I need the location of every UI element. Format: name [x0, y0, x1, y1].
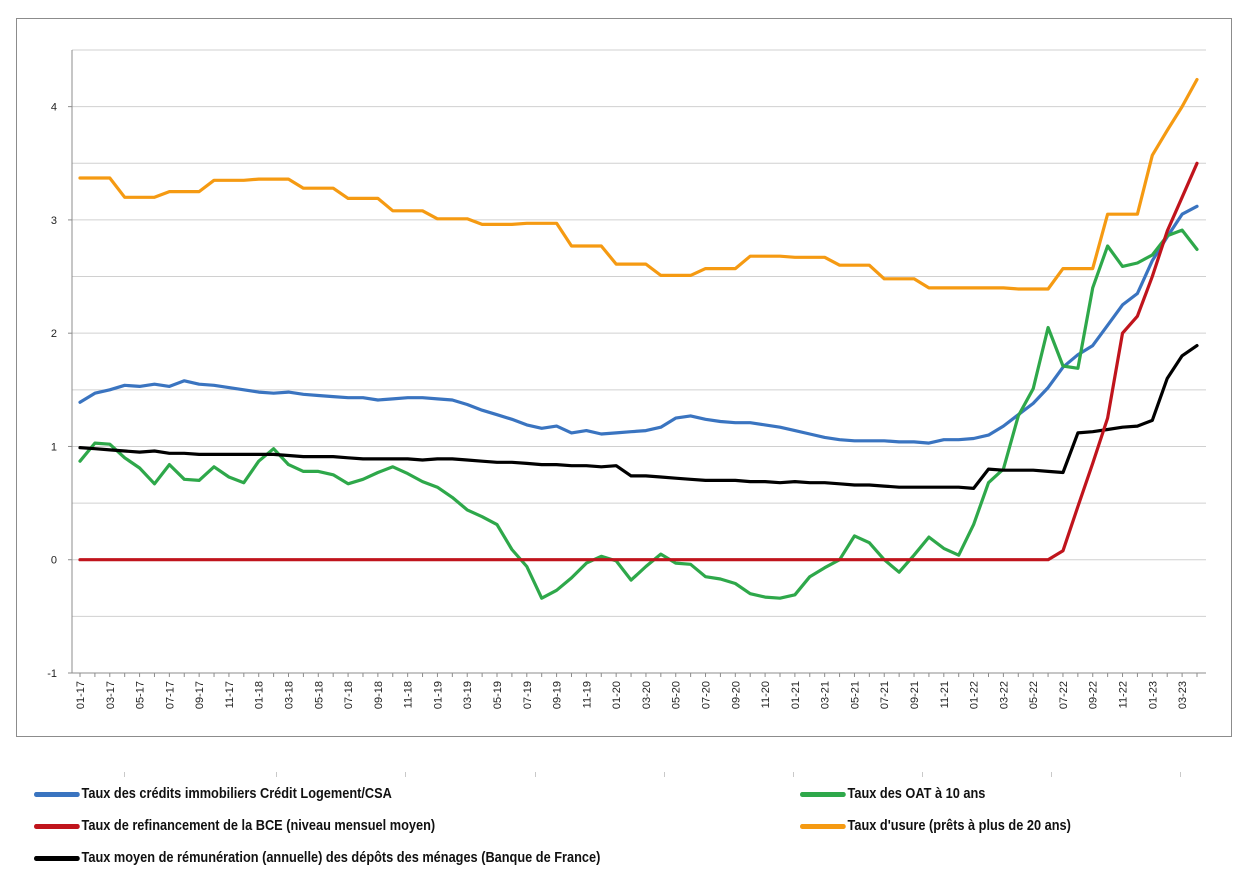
x-tick-label: 01-17: [75, 681, 87, 709]
x-tick-label: 11-21: [939, 681, 951, 708]
x-tick-label: 01-23: [1147, 681, 1159, 709]
legend-divider: [664, 772, 665, 777]
legend-entry-credit-immobilier: Taux des crédits immobiliers Crédit Loge…: [34, 786, 392, 802]
x-tick-label: 07-20: [701, 681, 713, 709]
legend-divider: [276, 772, 277, 777]
x-tick-label: 03-23: [1177, 681, 1189, 709]
legend-entry-depots: Taux moyen de rémunération (annuelle) de…: [34, 850, 600, 866]
legend-entry-bce: Taux de refinancement de la BCE (niveau …: [34, 818, 435, 834]
legend-divider: [405, 772, 406, 777]
legend-swatch: [34, 823, 80, 829]
legend-divider: [124, 772, 125, 777]
legend-swatch: [34, 791, 80, 797]
legend-swatch: [800, 823, 846, 829]
legend-label: Taux d'usure (prêts à plus de 20 ans): [847, 818, 1071, 834]
x-tick-label: 03-20: [641, 681, 653, 709]
chart-frame: [16, 18, 1232, 737]
x-tick-label: 01-21: [790, 681, 802, 709]
y-tick-label: 3: [51, 215, 57, 227]
x-tick-label: 05-19: [492, 681, 504, 709]
x-tick-label: 09-22: [1088, 681, 1100, 709]
legend-entry-oat: Taux des OAT à 10 ans: [800, 786, 985, 802]
y-tick-label: -1: [47, 668, 57, 680]
legend-label: Taux de refinancement de la BCE (niveau …: [81, 818, 436, 834]
x-tick-label: 05-18: [313, 681, 325, 709]
x-tick-label: 07-22: [1058, 681, 1070, 709]
x-tick-label: 09-21: [909, 681, 921, 709]
series-line-taux-des-credits-immobiliers-credit-loge: [78, 204, 1199, 445]
x-tick-label: 05-22: [1028, 681, 1040, 709]
x-tick-label: 01-20: [611, 681, 623, 709]
y-tick-label: 4: [51, 102, 57, 114]
line-chart: -1 0 1 2 3 4 01-17 03-17 05-17 07-17 09-17 11-17 01-…: [47, 49, 1206, 709]
x-tick-label: 01-19: [432, 681, 444, 709]
x-tick-label: 11-22: [1118, 681, 1130, 708]
legend-divider: [1180, 772, 1181, 777]
x-tick-label: 11-20: [760, 681, 772, 708]
legend-swatch: [34, 855, 80, 861]
y-tick-label: 2: [51, 328, 57, 340]
x-tick-label: 05-21: [849, 681, 861, 709]
x-tick-label: 11-17: [224, 681, 236, 708]
x-tick-label: 09-18: [373, 681, 385, 709]
series-line-taux-d-usure-prets-a-plus-de-20-ans: [78, 77, 1199, 291]
x-tick-label: 09-20: [730, 681, 742, 709]
x-tick-label: 03-19: [462, 681, 474, 709]
series-line-taux-moyen-de-remuneration-annuelle-des-: [78, 344, 1199, 490]
legend-divider: [793, 772, 794, 777]
legend-swatch: [800, 791, 846, 797]
x-tick-label: 03-22: [998, 681, 1010, 709]
x-tick-label: 03-21: [820, 681, 832, 709]
legend-label: Taux moyen de rémunération (annuelle) de…: [81, 850, 601, 866]
y-tick-label: 1: [51, 441, 57, 453]
x-tick-label: 01-22: [969, 681, 981, 709]
legend-divider: [922, 772, 923, 777]
x-tick-label: 11-18: [403, 681, 415, 708]
x-tick-label: 09-19: [552, 681, 564, 709]
x-tick-label: 09-17: [194, 681, 206, 709]
legend-label: Taux des OAT à 10 ans: [847, 786, 986, 802]
x-tick-label: 11-19: [581, 681, 593, 708]
x-tick-label: 05-17: [135, 681, 147, 709]
x-tick-label: 05-20: [671, 681, 683, 709]
y-tick-label: 0: [51, 555, 57, 567]
x-tick-label: 07-18: [343, 681, 355, 709]
series-line-taux-des-oat-a-10-ans: [78, 228, 1199, 600]
series-line-taux-de-refinancement-de-la-bce-niveau-m: [78, 161, 1199, 562]
legend-divider: [1051, 772, 1052, 777]
legend-divider: [535, 772, 536, 777]
legend-entry-usure: Taux d'usure (prêts à plus de 20 ans): [800, 818, 1071, 834]
x-tick-label: 07-21: [879, 681, 891, 709]
x-tick-label: 03-18: [284, 681, 296, 709]
x-tick-label: 01-18: [254, 681, 266, 709]
x-tick-label: 07-19: [522, 681, 534, 709]
x-tick-label: 03-17: [105, 681, 117, 709]
x-tick-label: 07-17: [164, 681, 176, 709]
legend-label: Taux des crédits immobiliers Crédit Loge…: [81, 786, 392, 802]
